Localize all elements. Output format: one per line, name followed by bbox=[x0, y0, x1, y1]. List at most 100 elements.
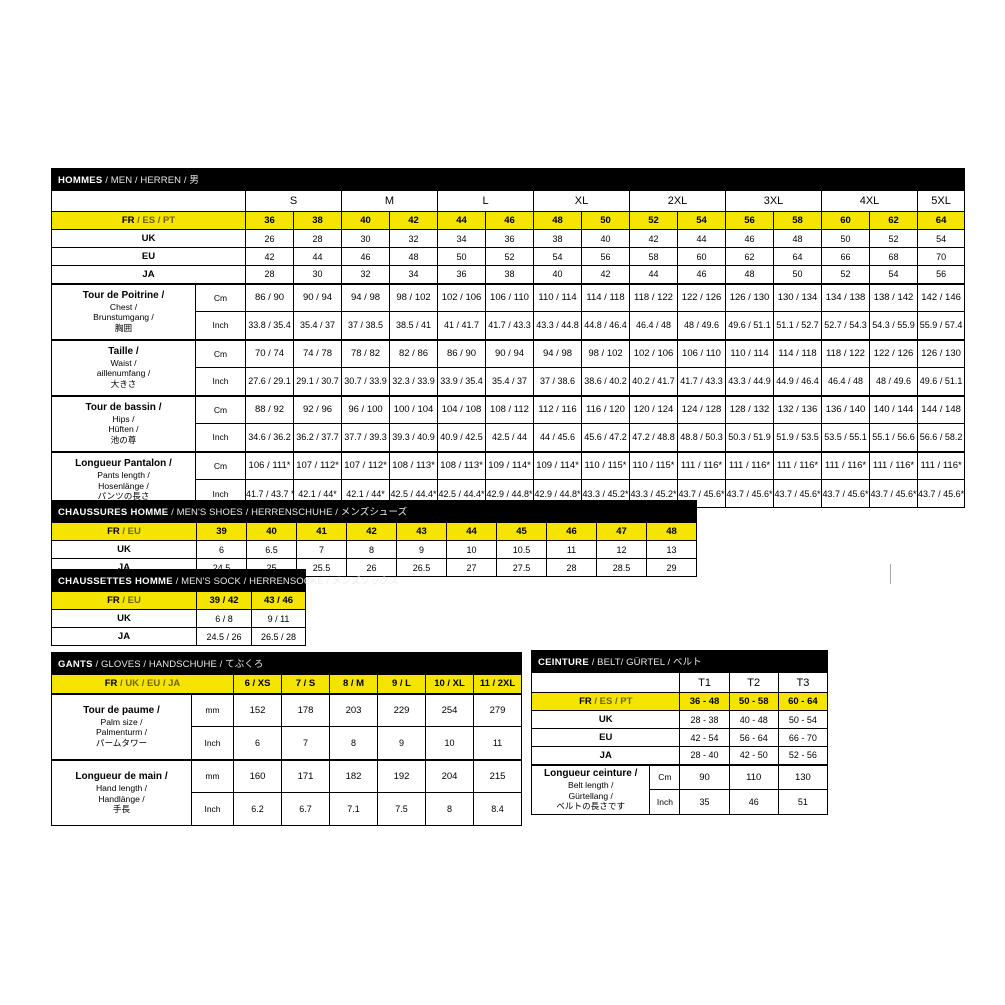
shoe-size-value: 10.5 bbox=[496, 540, 547, 559]
size-value: 46 bbox=[677, 265, 726, 284]
measurement-value: 78 / 82 bbox=[341, 338, 390, 368]
measurement-value: 48.8 / 50.3 bbox=[677, 423, 726, 452]
sock-size-value: 39 / 42 bbox=[196, 591, 252, 610]
measurement-name-fr: Tour de Poitrine / bbox=[82, 289, 165, 301]
row-label-primary: JA bbox=[117, 562, 131, 573]
unit-label: Inch bbox=[191, 792, 234, 826]
measurement-value: 96 / 100 bbox=[341, 394, 390, 424]
measurement-value: 43.7 / 45.6* bbox=[725, 479, 774, 508]
row-label-primary: JA bbox=[599, 749, 612, 761]
shoe-size-value: 6 bbox=[196, 540, 247, 559]
measurement-value: 32.3 / 33.9 bbox=[389, 367, 438, 396]
measurement-value: 106 / 110 bbox=[677, 338, 726, 368]
measurement-name-de: Hüften / bbox=[108, 424, 139, 435]
row-label-primary: FR bbox=[104, 678, 118, 690]
measurement-value: 56.6 / 58.2 bbox=[916, 423, 966, 452]
measurement-value: 152 bbox=[233, 692, 282, 727]
shoe-size-value: 27.5 bbox=[496, 558, 547, 577]
measurement-name-fr: Tour de paume / bbox=[83, 704, 160, 716]
size-value: 30 bbox=[293, 265, 342, 284]
belt-size-value: 42 - 54 bbox=[679, 728, 730, 747]
measurement-value: 7 bbox=[281, 726, 330, 760]
measurement-value: 27.6 / 29.1 bbox=[245, 367, 294, 396]
row-label: FR / UK / EU / JA bbox=[51, 674, 234, 694]
shoe-size-value: 45 bbox=[496, 522, 547, 541]
measurement-value: 110 bbox=[728, 763, 779, 790]
size-group-header: T2 bbox=[728, 672, 779, 693]
measurement-name-en: Pants length / bbox=[97, 470, 150, 481]
measurement-value: 55.9 / 57.4 bbox=[916, 311, 966, 340]
measurement-value: 134 / 138 bbox=[821, 282, 870, 312]
measurement-value: 178 bbox=[281, 692, 330, 727]
size-value: 54 bbox=[869, 265, 918, 284]
row-label: FR / EU bbox=[51, 522, 197, 541]
measurement-value: 33.9 / 35.4 bbox=[437, 367, 486, 396]
row-label-primary: JA bbox=[142, 268, 155, 280]
measurement-value: 109 / 114* bbox=[533, 450, 582, 480]
unit-label: mm bbox=[191, 692, 234, 727]
unit-label: Inch bbox=[195, 423, 246, 452]
section-title-translations: / MEN / HERREN / 男 bbox=[102, 175, 199, 186]
measurement-value: 46.4 / 48 bbox=[629, 311, 678, 340]
measurement-label: Tour de Poitrine / Chest / Brunstumgang / 胸… bbox=[51, 282, 196, 340]
measurement-value: 107 / 112* bbox=[293, 450, 342, 480]
size-value: 64 bbox=[773, 247, 822, 266]
shoe-size-value: 28 bbox=[546, 558, 597, 577]
shoe-size-value: 13 bbox=[645, 540, 698, 559]
measurement-value: 130 bbox=[777, 763, 829, 790]
measurement-value: 70 / 74 bbox=[245, 338, 294, 368]
measurement-value: 110 / 115* bbox=[629, 450, 678, 480]
measurement-value: 53.5 / 55.1 bbox=[821, 423, 870, 452]
measurement-value: 43.7 / 45.6* bbox=[773, 479, 822, 508]
measurement-value: 7.5 bbox=[377, 792, 426, 826]
row-label: JA bbox=[51, 627, 197, 646]
row-label-primary: FR bbox=[107, 526, 120, 537]
glove-size-value: 9 / L bbox=[377, 674, 426, 694]
row-label-secondary: / ES / PT bbox=[134, 215, 176, 226]
belt-size-value: 28 - 38 bbox=[679, 710, 730, 729]
measurement-value: 128 / 132 bbox=[725, 394, 774, 424]
sock-size-row: JA 24.5 / 26 26.5 / 28 bbox=[51, 627, 306, 646]
belt-size-row: UK 28 - 38 40 - 48 50 - 54 bbox=[530, 710, 829, 729]
measurement-value: 43.7 / 45.6* bbox=[821, 479, 870, 508]
section-title-translations: / GLOVES / HANDSCHUHE / てぶくろ bbox=[92, 659, 264, 670]
measurement-value: 111 / 116* bbox=[677, 450, 726, 480]
row-label-primary: UK bbox=[117, 613, 131, 624]
size-value: 48 bbox=[389, 247, 438, 266]
measurement-value: 118 / 122 bbox=[629, 282, 678, 312]
measurement-value: 51 bbox=[777, 789, 829, 815]
measurement-row-primary: Longueur ceinture / Belt length / Gürtella… bbox=[530, 763, 829, 815]
size-value: 46 bbox=[341, 247, 390, 266]
section-band-cell: GANTS / GLOVES / HANDSCHUHE / てぶくろ bbox=[50, 652, 523, 675]
measurement-value: 110 / 115* bbox=[581, 450, 630, 480]
measurement-value: 140 / 144 bbox=[869, 394, 918, 424]
measurement-value: 118 / 122 bbox=[821, 338, 870, 368]
row-label: EU bbox=[51, 247, 246, 266]
men-size-table: HOMMES / MEN / HERREN / 男 S M L XL 2XL 3XL 4XL… bbox=[50, 168, 966, 508]
measurement-value: 111 / 116* bbox=[916, 450, 966, 480]
section-band: CHAUSSURES HOMME / MEN'S SHOES / HERRENS… bbox=[50, 500, 698, 523]
measurement-value: 120 / 124 bbox=[629, 394, 678, 424]
sock-size-value: 26.5 / 28 bbox=[251, 627, 306, 646]
section-band-cell: CEINTURE / BELT/ GÜRTEL / ベルト bbox=[531, 650, 828, 673]
measurement-value: 46 bbox=[728, 789, 779, 815]
measurement-label: Longueur ceinture / Belt length / Gürtella… bbox=[530, 763, 651, 815]
row-label-secondary: / UK / EU / JA bbox=[117, 678, 181, 690]
size-value: 36 bbox=[485, 229, 534, 248]
measurement-value: 112 / 116 bbox=[533, 394, 582, 424]
section-title: CHAUSSURES HOMME bbox=[58, 507, 169, 518]
size-value: 32 bbox=[341, 265, 390, 284]
size-value: 44 bbox=[677, 229, 726, 248]
section-band-cell: CHAUSSETTES HOMME / MEN'S SOCK / HERRENS… bbox=[51, 569, 398, 592]
row-label-primary: UK bbox=[141, 233, 156, 244]
size-value: 58 bbox=[629, 247, 678, 266]
size-value: 28 bbox=[293, 229, 342, 248]
unit-label: Cm bbox=[195, 450, 246, 480]
measurement-value: 144 / 148 bbox=[916, 394, 966, 424]
shoe-size-value: 48 bbox=[645, 522, 698, 541]
measurement-row-secondary: Inch 6 7 8 9 10 11 bbox=[52, 726, 523, 760]
row-label-secondary: / ES / PT bbox=[591, 696, 633, 707]
measurement-value: 11 bbox=[472, 726, 523, 760]
size-value: 42 bbox=[629, 229, 678, 248]
